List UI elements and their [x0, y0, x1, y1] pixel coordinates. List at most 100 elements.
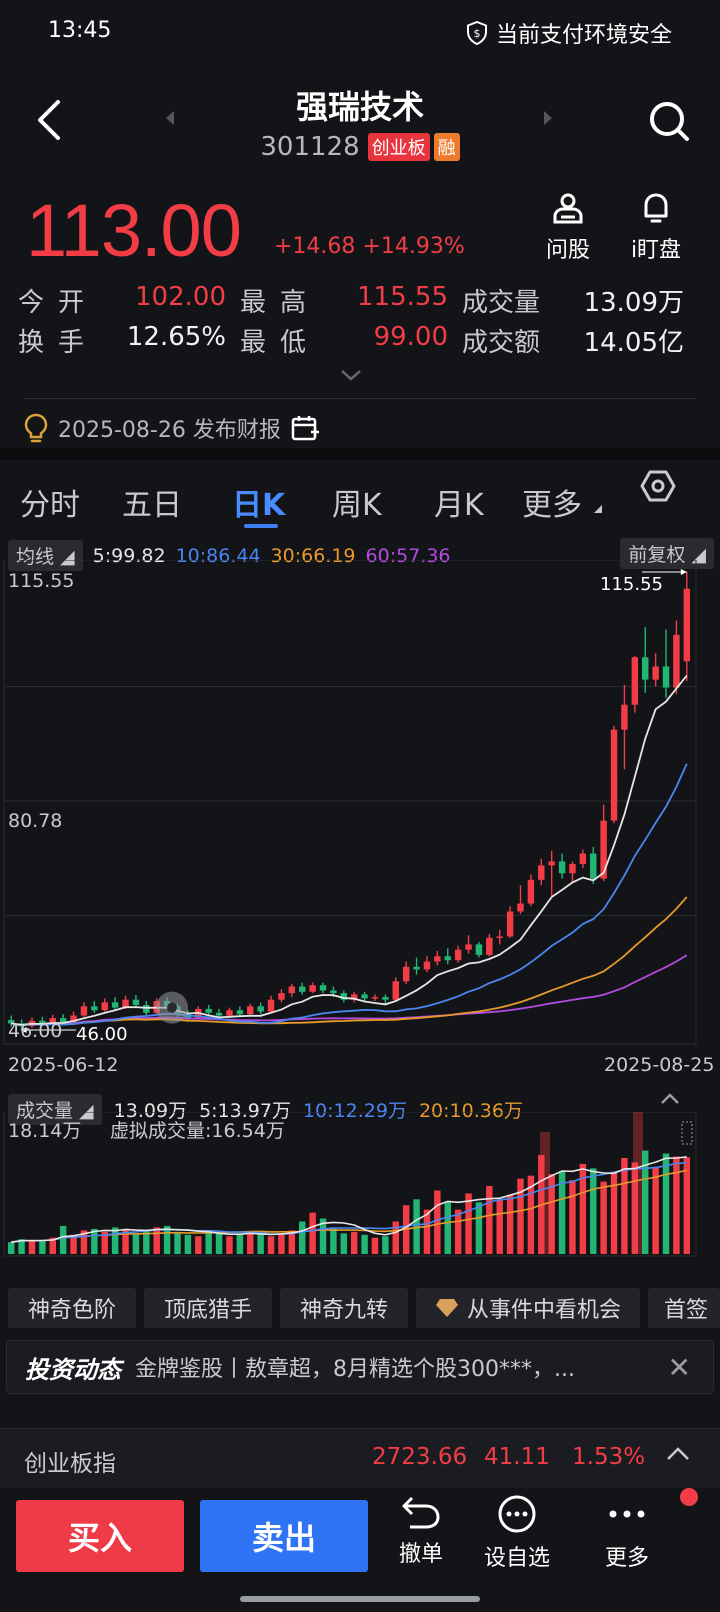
- security-status: $ 当前支付环境安全: [466, 17, 672, 49]
- ma30-value: 30:66.19: [270, 544, 356, 567]
- volume-bar: [163, 1225, 171, 1254]
- close-icon[interactable]: ✕: [667, 1351, 691, 1384]
- turnover-value: 12.65%: [126, 322, 226, 352]
- kline-date-start: 2025-06-12: [8, 1054, 119, 1076]
- more-button[interactable]: 更多: [582, 1494, 672, 1572]
- crosshair-center: [167, 1002, 177, 1013]
- kline-date-end: 2025-08-25: [604, 1054, 715, 1076]
- tab-more[interactable]: 更多: [522, 480, 604, 524]
- tab-five-day[interactable]: 五日: [122, 488, 182, 523]
- stock-code: 301128: [260, 132, 360, 162]
- volume-bar: [621, 1157, 628, 1254]
- earnings-report-row[interactable]: 2025-08-26 发布财报: [24, 412, 319, 444]
- section-separator: [0, 448, 720, 460]
- volume-bar: [496, 1199, 503, 1254]
- undo-icon: [402, 1496, 440, 1529]
- candle-body: [267, 999, 275, 1012]
- volume-chart[interactable]: [0, 1112, 720, 1262]
- candle-body: [80, 1006, 88, 1016]
- volume-collapse-button[interactable]: [660, 1090, 680, 1109]
- volume-bar: [673, 1156, 680, 1254]
- volume-bar: [49, 1237, 56, 1254]
- volume-legend: 成交量 ◢ 13.09万 5:13.97万 10:12.29万 20:10.36…: [8, 1094, 523, 1125]
- ma5-value: 5:99.82: [92, 544, 166, 567]
- sell-button[interactable]: 卖出: [200, 1500, 368, 1572]
- add-watchlist-button[interactable]: 设自选: [472, 1494, 562, 1572]
- security-text: 当前支付环境安全: [495, 23, 672, 48]
- ask-stock-button[interactable]: 问股: [540, 192, 596, 264]
- candle-body: [143, 1004, 150, 1013]
- expand-quote-button[interactable]: [340, 366, 362, 385]
- candle-body: [496, 936, 503, 938]
- candle-body: [215, 1012, 223, 1016]
- volume-bar: [257, 1233, 264, 1254]
- notification-dot: [680, 1488, 698, 1506]
- volume-bar: [392, 1221, 399, 1254]
- volume-bar: [70, 1234, 77, 1254]
- chevron-down-icon: [341, 370, 361, 381]
- watch-button[interactable]: i盯盘: [626, 192, 686, 264]
- candle-body: [579, 853, 587, 865]
- ma-selector[interactable]: 均线 ◢: [8, 540, 83, 571]
- volume-bar: [236, 1234, 244, 1254]
- candle-body: [517, 903, 524, 912]
- ask-stock-label: 问股: [545, 238, 590, 263]
- volume-bar: [569, 1180, 576, 1254]
- volume-bar: [652, 1166, 659, 1254]
- index-percent: 1.53%: [572, 1444, 646, 1470]
- back-button[interactable]: [30, 96, 70, 146]
- feature-top-bottom-hunter[interactable]: 顶底猎手: [144, 1288, 272, 1328]
- stock-code-row: 301128 创业板 融: [0, 132, 720, 162]
- change-value: +14.68: [274, 234, 356, 259]
- volume-bar: [299, 1221, 306, 1254]
- volume-bar: [59, 1225, 67, 1254]
- tab-daily-k[interactable]: 日K: [232, 488, 286, 523]
- candle-body: [631, 657, 639, 705]
- settings-button[interactable]: [640, 468, 676, 508]
- feature-first-sign[interactable]: 首签: [648, 1288, 720, 1328]
- volume-bar: [111, 1227, 119, 1254]
- virtual-bar-outline: [681, 1121, 693, 1145]
- next-stock-button[interactable]: [542, 110, 554, 130]
- volume-label: 成交量: [462, 288, 541, 318]
- volume-bar: [39, 1239, 46, 1254]
- cancel-order-label: 撤单: [398, 1542, 443, 1567]
- candle-body: [569, 864, 576, 874]
- volume-bar: [475, 1202, 483, 1254]
- prev-stock-button[interactable]: [164, 110, 176, 130]
- calendar-add-icon[interactable]: [291, 414, 319, 442]
- search-button[interactable]: [646, 98, 692, 144]
- kline-chart[interactable]: [0, 560, 720, 1080]
- ma60-line: [11, 954, 688, 1026]
- volume-selector[interactable]: 成交量 ◢: [8, 1094, 102, 1125]
- tab-weekly-k[interactable]: 周K: [332, 488, 382, 523]
- index-expand-button[interactable]: [666, 1446, 690, 1465]
- volume-bar: [413, 1199, 420, 1254]
- candle-body: [49, 1018, 56, 1024]
- feature-color-scale[interactable]: 神奇色阶: [8, 1288, 136, 1328]
- candle-body: [434, 956, 441, 962]
- volume-bar: [434, 1190, 441, 1254]
- tab-monthly-k[interactable]: 月K: [434, 488, 484, 523]
- index-bar[interactable]: [0, 1428, 720, 1488]
- volume-ma20-line: [11, 1169, 687, 1243]
- volume-bar: [205, 1230, 212, 1254]
- volume-current: 13.09万: [113, 1100, 188, 1122]
- feature-nine-turns[interactable]: 神奇九转: [280, 1288, 408, 1328]
- volume-ma10-line: [11, 1162, 687, 1243]
- candle-body: [392, 981, 399, 1000]
- cancel-order-button[interactable]: 撤单: [376, 1494, 466, 1568]
- price-change: +14.68 +14.93%: [274, 234, 465, 259]
- feature-event-opportunity[interactable]: 从事件中看机会: [416, 1288, 640, 1328]
- volume-bar: [662, 1153, 670, 1254]
- shield-icon: $: [466, 21, 487, 45]
- volume-bar: [465, 1193, 472, 1254]
- candle-body: [600, 820, 607, 879]
- volume-bar: [361, 1234, 368, 1254]
- candle-body: [111, 1002, 119, 1008]
- change-percent: +14.93%: [362, 234, 465, 259]
- news-banner[interactable]: 投资动态 金牌鉴股丨敖章超，8月精选个股300***，... ✕: [6, 1340, 714, 1394]
- buy-button[interactable]: 买入: [16, 1500, 184, 1572]
- tab-intraday[interactable]: 分时: [20, 488, 80, 523]
- volume-bar: [579, 1163, 587, 1254]
